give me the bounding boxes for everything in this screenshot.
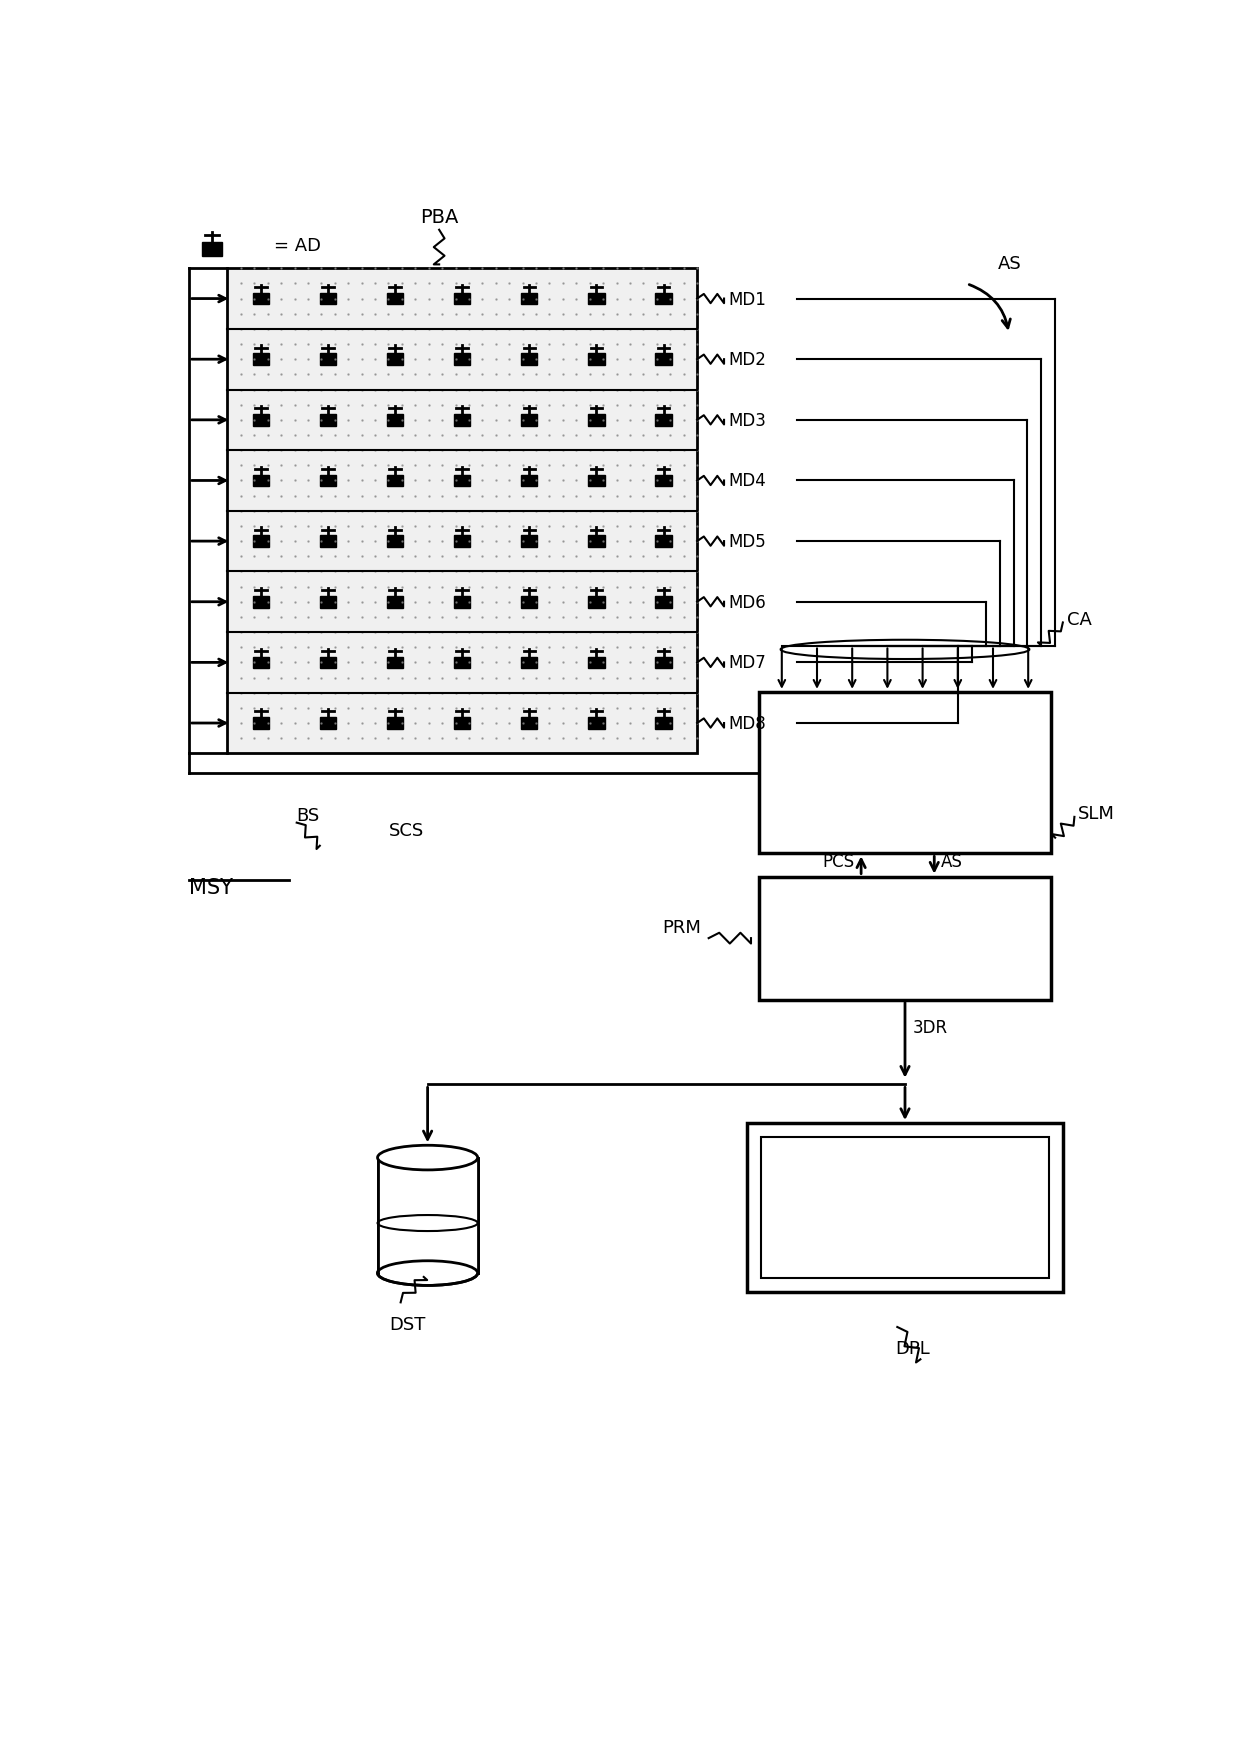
Bar: [253, 476, 269, 486]
Text: PRM: PRM: [662, 918, 701, 935]
Bar: [454, 355, 470, 365]
Bar: [377, 1158, 477, 1274]
Text: CA: CA: [1066, 611, 1091, 628]
Text: MD3: MD3: [728, 412, 766, 430]
Bar: [253, 718, 269, 730]
Bar: [656, 535, 672, 548]
Text: SCS: SCS: [389, 821, 424, 841]
Bar: [454, 535, 470, 548]
Bar: [253, 535, 269, 548]
Text: SLM: SLM: [1079, 804, 1115, 823]
Bar: [387, 355, 403, 365]
Bar: [202, 242, 222, 256]
Bar: [521, 718, 537, 730]
Bar: [454, 656, 470, 669]
Bar: [454, 476, 470, 486]
Text: DPL: DPL: [895, 1339, 930, 1357]
Bar: [320, 656, 336, 669]
Bar: [656, 355, 672, 365]
Bar: [588, 535, 605, 548]
Bar: [253, 597, 269, 609]
Bar: [759, 878, 1052, 1000]
Bar: [387, 656, 403, 669]
Text: 3DR: 3DR: [913, 1018, 947, 1035]
Text: AS: AS: [940, 853, 962, 870]
Bar: [454, 293, 470, 305]
Text: MD6: MD6: [728, 593, 765, 611]
Text: = AD: = AD: [274, 237, 321, 254]
Text: MD7: MD7: [728, 655, 765, 672]
Bar: [253, 355, 269, 365]
Text: PCS: PCS: [823, 853, 854, 870]
Bar: [320, 597, 336, 609]
Text: MD2: MD2: [728, 351, 766, 369]
Bar: [320, 476, 336, 486]
Bar: [656, 597, 672, 609]
Bar: [253, 414, 269, 426]
Text: MSY: MSY: [188, 878, 233, 897]
Bar: [748, 1123, 1063, 1293]
Text: MD8: MD8: [728, 714, 765, 732]
Bar: [656, 414, 672, 426]
Bar: [588, 476, 605, 486]
Bar: [521, 293, 537, 305]
Bar: [588, 718, 605, 730]
Bar: [521, 535, 537, 548]
Text: MD5: MD5: [728, 534, 765, 551]
Text: PBA: PBA: [420, 207, 459, 226]
Bar: [320, 355, 336, 365]
Text: BS: BS: [296, 807, 320, 825]
Bar: [521, 597, 537, 609]
Bar: [521, 355, 537, 365]
Bar: [454, 414, 470, 426]
Bar: [588, 355, 605, 365]
Bar: [588, 597, 605, 609]
Bar: [588, 293, 605, 305]
Bar: [387, 597, 403, 609]
Bar: [387, 535, 403, 548]
Bar: [588, 414, 605, 426]
Bar: [521, 656, 537, 669]
Bar: [387, 293, 403, 305]
Bar: [454, 597, 470, 609]
Bar: [761, 1137, 1049, 1279]
Text: MD1: MD1: [728, 290, 766, 309]
Bar: [320, 293, 336, 305]
Bar: [521, 476, 537, 486]
Bar: [521, 414, 537, 426]
Bar: [454, 718, 470, 730]
Bar: [656, 476, 672, 486]
Text: AS: AS: [997, 254, 1022, 274]
Bar: [656, 656, 672, 669]
Bar: [320, 414, 336, 426]
Bar: [320, 718, 336, 730]
Bar: [387, 718, 403, 730]
Bar: [588, 656, 605, 669]
Bar: [387, 476, 403, 486]
Bar: [759, 691, 1052, 855]
Bar: [227, 269, 697, 755]
Ellipse shape: [377, 1146, 477, 1171]
Text: MD4: MD4: [728, 472, 765, 490]
Bar: [387, 414, 403, 426]
Text: DST: DST: [389, 1316, 425, 1334]
Bar: [253, 293, 269, 305]
Bar: [320, 535, 336, 548]
Bar: [656, 718, 672, 730]
Bar: [253, 656, 269, 669]
Bar: [656, 293, 672, 305]
